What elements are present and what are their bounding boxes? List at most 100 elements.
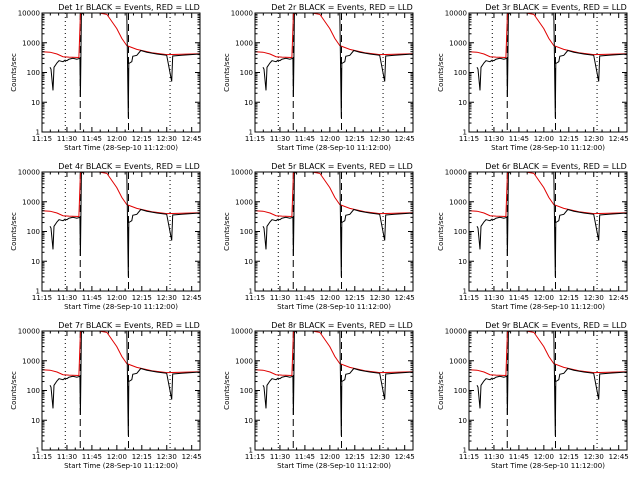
panel-title: Det 3r BLACK = Events, RED = LLD	[485, 3, 627, 12]
lld-series-line	[469, 172, 627, 218]
x-tick-label: 12:00	[320, 135, 340, 143]
panel-6: Det 6r BLACK = Events, RED = LLD 1 10 100 10…	[437, 162, 629, 311]
y-tick-label: 1	[36, 288, 40, 296]
y-tick-label: 10000	[445, 10, 467, 18]
x-axis-label: Start Time (28-Sep-10 11:12:00)	[64, 303, 178, 311]
x-tick-label: 12:45	[609, 135, 629, 143]
x-tick-label: 12:45	[395, 294, 415, 302]
x-tick-label: 12:15	[559, 135, 579, 143]
events-series-line	[49, 331, 200, 436]
y-tick-label: 1000	[22, 357, 40, 365]
panel-5: Det 5r BLACK = Events, RED = LLD 1 10 100 10…	[223, 162, 415, 311]
x-tick-label: 11:45	[82, 135, 102, 143]
x-tick-label: 11:45	[509, 135, 529, 143]
x-tick-label: 12:15	[345, 294, 365, 302]
y-axis-label: Counts/sec	[223, 212, 231, 251]
y-tick-label: 1	[463, 129, 467, 137]
panel-9: Det 9r BLACK = Events, RED = LLD 1 10 100 10…	[437, 321, 629, 470]
lld-series-line	[42, 13, 200, 59]
x-tick-label: 11:30	[57, 135, 77, 143]
events-series-line	[49, 13, 200, 118]
plot-frame	[468, 12, 628, 133]
x-tick-label: 11:15	[459, 135, 479, 143]
y-tick-label: 100	[454, 387, 467, 395]
x-tick-label: 12:30	[370, 135, 390, 143]
x-tick-label: 12:30	[157, 453, 177, 461]
x-tick-label: 12:15	[132, 135, 152, 143]
y-tick-label: 10000	[18, 10, 40, 18]
y-tick-label: 10	[244, 417, 253, 425]
x-tick-label: 12:45	[182, 135, 202, 143]
y-tick-label: 1000	[449, 357, 467, 365]
x-tick-label: 12:00	[534, 135, 554, 143]
y-tick-label: 10	[31, 258, 40, 266]
panel-1: Det 1r BLACK = Events, RED = LLD 1 10 100 10…	[10, 3, 202, 152]
x-tick-label: 11:30	[270, 294, 290, 302]
lld-series-line	[42, 331, 200, 377]
x-tick-label: 11:30	[484, 453, 504, 461]
y-tick-label: 1	[463, 447, 467, 455]
x-tick-label: 12:30	[584, 294, 604, 302]
y-axis-label: Counts/sec	[437, 371, 445, 410]
x-tick-label: 12:45	[182, 453, 202, 461]
x-tick-label: 11:30	[57, 294, 77, 302]
x-tick-label: 12:15	[345, 453, 365, 461]
plot-frame	[254, 330, 414, 451]
y-tick-label: 10000	[445, 169, 467, 177]
x-tick-label: 11:30	[270, 135, 290, 143]
panel-title: Det 4r BLACK = Events, RED = LLD	[58, 162, 200, 171]
x-tick-label: 12:30	[370, 453, 390, 461]
plot-frame	[468, 330, 628, 451]
events-series-line	[262, 13, 413, 118]
lld-series-line	[42, 172, 200, 218]
events-series-line	[262, 331, 413, 436]
y-axis-label: Counts/sec	[10, 53, 18, 92]
x-axis-label: Start Time (28-Sep-10 11:12:00)	[491, 303, 605, 311]
panel-title: Det 1r BLACK = Events, RED = LLD	[58, 3, 200, 12]
panel-7: Det 7r BLACK = Events, RED = LLD 1 10 100 10…	[10, 321, 202, 470]
y-tick-label: 100	[240, 69, 253, 77]
x-tick-label: 12:45	[395, 135, 415, 143]
y-tick-label: 100	[240, 387, 253, 395]
y-tick-label: 100	[27, 228, 40, 236]
plot-frame	[41, 12, 201, 133]
x-tick-label: 11:15	[459, 294, 479, 302]
x-tick-label: 12:00	[320, 294, 340, 302]
y-tick-label: 1000	[235, 39, 253, 47]
events-series-line	[49, 172, 200, 277]
lld-series-line	[469, 13, 627, 59]
x-tick-label: 11:15	[459, 453, 479, 461]
y-tick-label: 1	[36, 129, 40, 137]
x-tick-label: 11:45	[295, 294, 315, 302]
x-tick-label: 11:45	[82, 453, 102, 461]
x-tick-label: 12:30	[157, 294, 177, 302]
events-series-line	[476, 13, 627, 118]
y-tick-label: 10	[244, 99, 253, 107]
x-tick-label: 12:00	[107, 135, 127, 143]
x-tick-label: 12:30	[584, 453, 604, 461]
y-tick-label: 10	[31, 417, 40, 425]
y-tick-label: 1000	[449, 39, 467, 47]
y-tick-label: 1	[463, 288, 467, 296]
x-tick-label: 11:15	[32, 453, 52, 461]
y-tick-label: 10000	[231, 169, 253, 177]
x-tick-label: 11:15	[32, 135, 52, 143]
y-axis-label: Counts/sec	[223, 53, 231, 92]
y-axis-label: Counts/sec	[437, 53, 445, 92]
y-tick-label: 10	[31, 99, 40, 107]
panel-8: Det 8r BLACK = Events, RED = LLD 1 10 100 10…	[223, 321, 415, 470]
y-tick-label: 100	[454, 228, 467, 236]
x-axis-label: Start Time (28-Sep-10 11:12:00)	[277, 144, 391, 152]
y-axis-label: Counts/sec	[10, 212, 18, 251]
y-tick-label: 1000	[22, 198, 40, 206]
x-tick-label: 12:45	[182, 294, 202, 302]
x-tick-label: 11:15	[32, 294, 52, 302]
x-tick-label: 12:15	[132, 453, 152, 461]
lld-series-line	[255, 172, 413, 218]
y-tick-label: 10	[458, 258, 467, 266]
y-tick-label: 10000	[231, 10, 253, 18]
x-tick-label: 11:45	[82, 294, 102, 302]
x-tick-label: 11:45	[295, 453, 315, 461]
x-tick-label: 11:30	[484, 135, 504, 143]
